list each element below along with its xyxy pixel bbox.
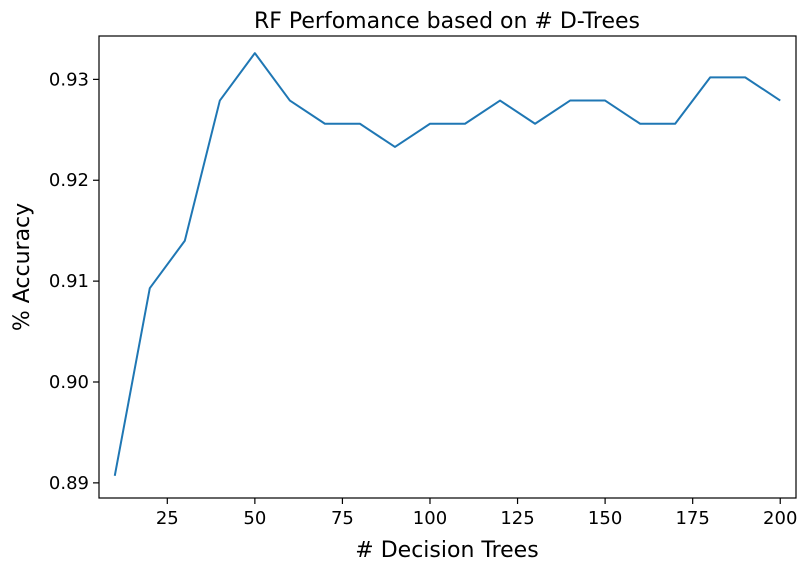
y-axis-label: % Accuracy [10, 203, 35, 331]
plot-frame [98, 35, 797, 499]
y-tick-label: 0.89 [49, 473, 89, 494]
x-tick-label: 25 [156, 508, 179, 529]
x-axis-ticks: 25 50 75 100 125 150 175 200 [156, 498, 797, 529]
series-line [113, 52, 781, 476]
y-tick-label: 0.90 [49, 372, 89, 393]
y-tick-label: 0.92 [49, 170, 89, 191]
y-tick-label: 0.91 [49, 271, 89, 292]
plot-area [99, 36, 796, 498]
y-tick-label: 0.93 [49, 69, 89, 90]
x-tick-label: 100 [413, 508, 447, 529]
chart-title: RF Perfomance based on # D-Trees [254, 9, 640, 34]
x-tick-label: 125 [500, 508, 534, 529]
x-tick-label: 175 [675, 508, 709, 529]
x-tick-label: 50 [243, 508, 266, 529]
x-axis-label: # Decision Trees [355, 538, 538, 563]
x-tick-label: 200 [763, 508, 797, 529]
x-tick-label: 75 [331, 508, 354, 529]
y-axis-ticks: 0.89 0.90 0.91 0.92 0.93 [49, 69, 99, 494]
series-layer [113, 52, 781, 476]
x-tick-label: 150 [588, 508, 622, 529]
